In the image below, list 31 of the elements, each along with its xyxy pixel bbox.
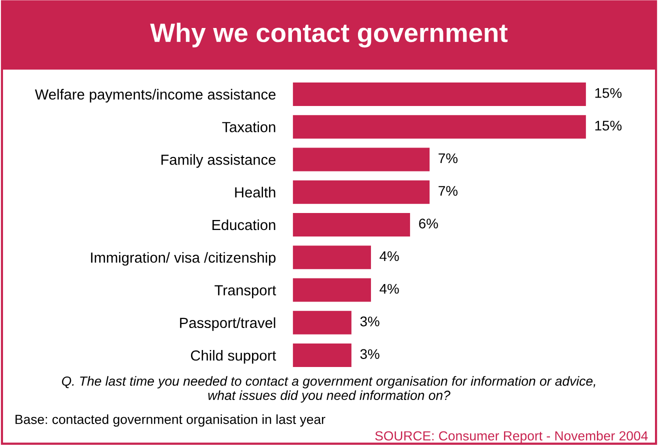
bar: [292, 310, 352, 334]
y-tick-label: Transport: [214, 285, 276, 298]
y-tick-label: Education: [212, 219, 276, 230]
data-label: 6%: [419, 218, 438, 228]
data-label: 3%: [360, 349, 380, 359]
y-tick-label: Child support: [190, 350, 276, 364]
bar: [292, 344, 352, 368]
bar: [292, 180, 430, 204]
data-label: 4%: [380, 284, 399, 294]
y-tick-label: Immigration/ visa /citizenship: [91, 252, 276, 266]
bar: [292, 82, 586, 106]
data-label: 4%: [380, 251, 399, 262]
data-label: 7%: [438, 153, 458, 164]
bar: [292, 246, 371, 270]
bar: [292, 278, 371, 302]
y-tick-label: Taxation: [222, 122, 276, 132]
data-label: 3%: [360, 316, 380, 326]
y-tick-label: Welfare payments/income assistance: [34, 88, 276, 102]
y-tick-label: Health: [235, 186, 276, 198]
chart-title: Why we contact government: [150, 22, 508, 48]
bar: [292, 148, 430, 172]
text: Base: contacted government organisation in last year: [16, 414, 326, 427]
y-tick-label: Passport/travel: [180, 317, 276, 331]
y-tick-label: Family assistance: [161, 154, 276, 168]
bar: [292, 115, 586, 139]
source-note: SOURCE: Consumer Report - November 2004: [375, 430, 648, 444]
bar: [292, 212, 410, 236]
text: Q. The last time you needed to contact a government organisation for information or advice, what issues did you need information on?: [62, 376, 596, 403]
data-label: 15%: [595, 120, 622, 131]
data-label: 7%: [438, 186, 458, 196]
data-label: 15%: [595, 88, 622, 98]
